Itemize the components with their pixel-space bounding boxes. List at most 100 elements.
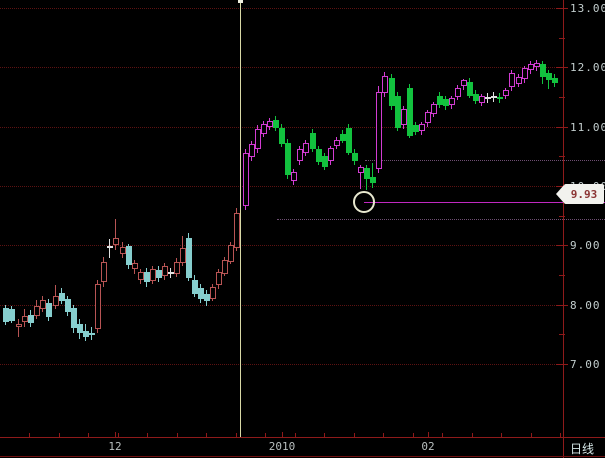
candle-wick — [109, 239, 110, 259]
x-minor-tick — [442, 433, 443, 437]
price-tag-value: 9.93 — [570, 187, 598, 201]
candle — [285, 143, 291, 176]
candle — [516, 76, 522, 84]
candle — [53, 295, 59, 307]
x-axis-label: 2010 — [268, 440, 296, 453]
candle — [449, 98, 455, 106]
y-minor-tick — [559, 215, 565, 217]
candle — [328, 147, 334, 161]
candle — [370, 177, 376, 183]
candle — [77, 323, 83, 333]
y-axis-label: 12.00 — [570, 61, 605, 75]
candle — [473, 94, 479, 101]
candle — [126, 246, 132, 266]
candle — [310, 132, 316, 150]
channel-dotted-line — [277, 219, 605, 221]
x-minor-tick — [472, 433, 473, 437]
candle — [198, 287, 204, 299]
candle — [431, 104, 437, 114]
candle — [491, 95, 497, 98]
candle — [334, 139, 340, 146]
candle — [382, 75, 388, 94]
candle — [340, 133, 346, 141]
candle — [503, 89, 509, 96]
candle — [376, 92, 382, 170]
candle — [261, 123, 267, 134]
y-axis-label: 7.00 — [570, 357, 601, 371]
candle — [113, 238, 119, 246]
candle — [186, 238, 192, 278]
candle — [83, 331, 89, 338]
grid-line — [0, 185, 563, 187]
candle — [150, 268, 156, 281]
y-major-tick — [556, 363, 568, 365]
candle — [522, 67, 528, 80]
candle — [316, 149, 322, 163]
candle — [107, 246, 113, 249]
price-reference-line — [364, 202, 605, 203]
grid-line — [0, 245, 563, 247]
candle — [437, 95, 443, 106]
x-minor-tick — [147, 433, 148, 437]
y-axis-line — [563, 0, 564, 458]
x-minor-tick — [265, 433, 266, 437]
candle — [455, 87, 461, 97]
candle — [9, 308, 15, 322]
y-major-tick — [556, 8, 568, 9]
candle — [59, 292, 65, 301]
grid-line — [0, 363, 563, 365]
x-major-tick — [282, 432, 283, 437]
y-major-tick — [556, 126, 568, 128]
candle — [65, 298, 71, 312]
candle-wick — [372, 163, 373, 189]
x-minor-tick — [88, 433, 89, 437]
candle — [509, 73, 515, 88]
candle — [407, 87, 413, 136]
candle — [234, 212, 240, 249]
x-minor-tick — [383, 433, 384, 437]
candle-wick — [18, 319, 19, 338]
candle — [467, 81, 473, 96]
y-minor-tick — [559, 96, 565, 98]
candle — [192, 279, 198, 294]
x-minor-tick — [531, 433, 532, 437]
candle-wick — [115, 218, 116, 250]
candle — [273, 119, 279, 128]
candle — [222, 260, 228, 274]
candle — [534, 62, 540, 68]
candle — [322, 156, 328, 168]
candle — [267, 120, 273, 127]
x-minor-tick — [236, 433, 237, 437]
candle — [174, 261, 180, 274]
candle — [401, 108, 407, 126]
candle — [461, 80, 467, 87]
x-minor-tick — [501, 433, 502, 437]
candle — [204, 293, 210, 301]
candle — [168, 271, 174, 274]
candle — [497, 96, 503, 100]
candle — [132, 263, 138, 269]
candle — [162, 266, 168, 276]
channel-dotted-line — [365, 159, 605, 161]
candle — [540, 63, 546, 77]
y-axis-label: 13.00 — [570, 2, 605, 15]
y-minor-tick — [559, 37, 565, 39]
candle — [71, 307, 77, 329]
candle — [552, 78, 558, 83]
candle — [95, 283, 101, 330]
x-minor-tick — [177, 433, 178, 437]
y-major-tick — [556, 304, 568, 306]
candle — [364, 168, 370, 179]
y-major-tick — [556, 67, 568, 69]
y-minor-tick — [559, 156, 565, 158]
candle — [40, 299, 46, 310]
candle — [346, 127, 352, 153]
candle — [216, 271, 222, 286]
candle — [528, 63, 534, 70]
period-label: 日线 — [570, 442, 595, 456]
y-axis-label: 9.00 — [570, 239, 601, 253]
y-major-tick — [556, 245, 568, 247]
candle — [22, 316, 28, 323]
y-minor-tick — [559, 274, 565, 276]
